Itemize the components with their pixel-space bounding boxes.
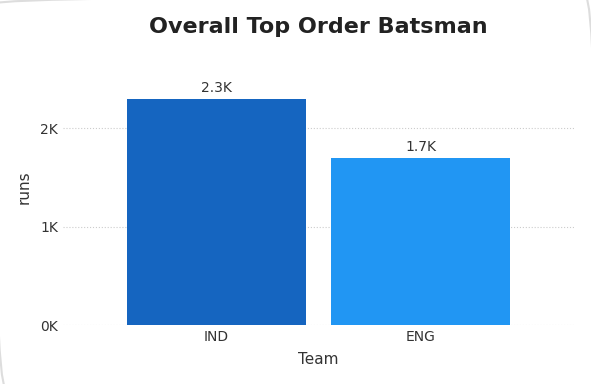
X-axis label: Team: Team xyxy=(298,353,339,367)
Title: Overall Top Order Batsman: Overall Top Order Batsman xyxy=(149,17,488,36)
Text: 1.7K: 1.7K xyxy=(405,140,436,154)
Text: 2.3K: 2.3K xyxy=(201,81,232,94)
Y-axis label: runs: runs xyxy=(17,170,32,204)
Bar xyxy=(332,158,511,325)
Bar xyxy=(126,99,306,325)
